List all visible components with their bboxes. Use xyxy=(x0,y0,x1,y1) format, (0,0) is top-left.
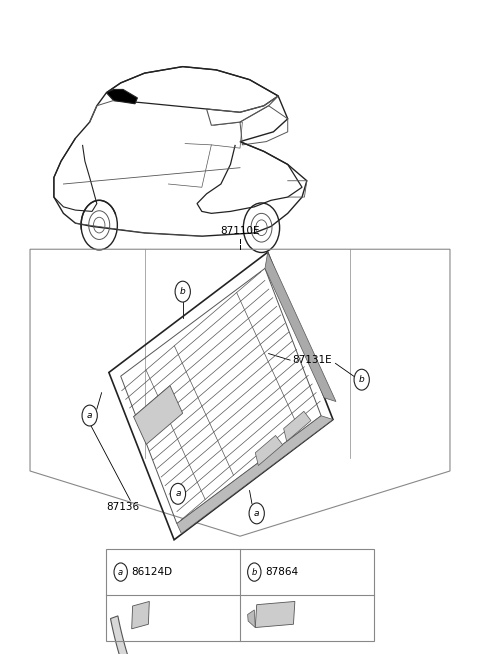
Text: 87136: 87136 xyxy=(107,502,140,512)
Text: 87110E: 87110E xyxy=(220,226,260,236)
Polygon shape xyxy=(255,601,295,627)
Circle shape xyxy=(248,563,261,581)
Circle shape xyxy=(249,503,264,524)
Circle shape xyxy=(354,369,369,390)
Text: a: a xyxy=(118,568,123,576)
Polygon shape xyxy=(132,601,149,629)
Text: b: b xyxy=(252,568,257,576)
Bar xyxy=(107,550,373,641)
Text: b: b xyxy=(359,375,365,384)
Circle shape xyxy=(175,281,191,302)
Polygon shape xyxy=(177,416,333,534)
Text: 87131E: 87131E xyxy=(292,355,332,365)
Polygon shape xyxy=(107,90,137,103)
Polygon shape xyxy=(255,436,283,466)
Circle shape xyxy=(82,405,97,426)
Polygon shape xyxy=(265,252,336,402)
Text: b: b xyxy=(180,287,186,296)
Polygon shape xyxy=(284,411,311,441)
Text: 87864: 87864 xyxy=(265,567,298,577)
Circle shape xyxy=(114,563,127,581)
Polygon shape xyxy=(110,616,258,655)
Text: a: a xyxy=(87,411,93,420)
Text: a: a xyxy=(175,489,180,498)
Polygon shape xyxy=(248,610,255,627)
Text: 86124D: 86124D xyxy=(131,567,172,577)
Text: a: a xyxy=(254,509,260,518)
Circle shape xyxy=(170,483,186,504)
Polygon shape xyxy=(133,386,183,444)
